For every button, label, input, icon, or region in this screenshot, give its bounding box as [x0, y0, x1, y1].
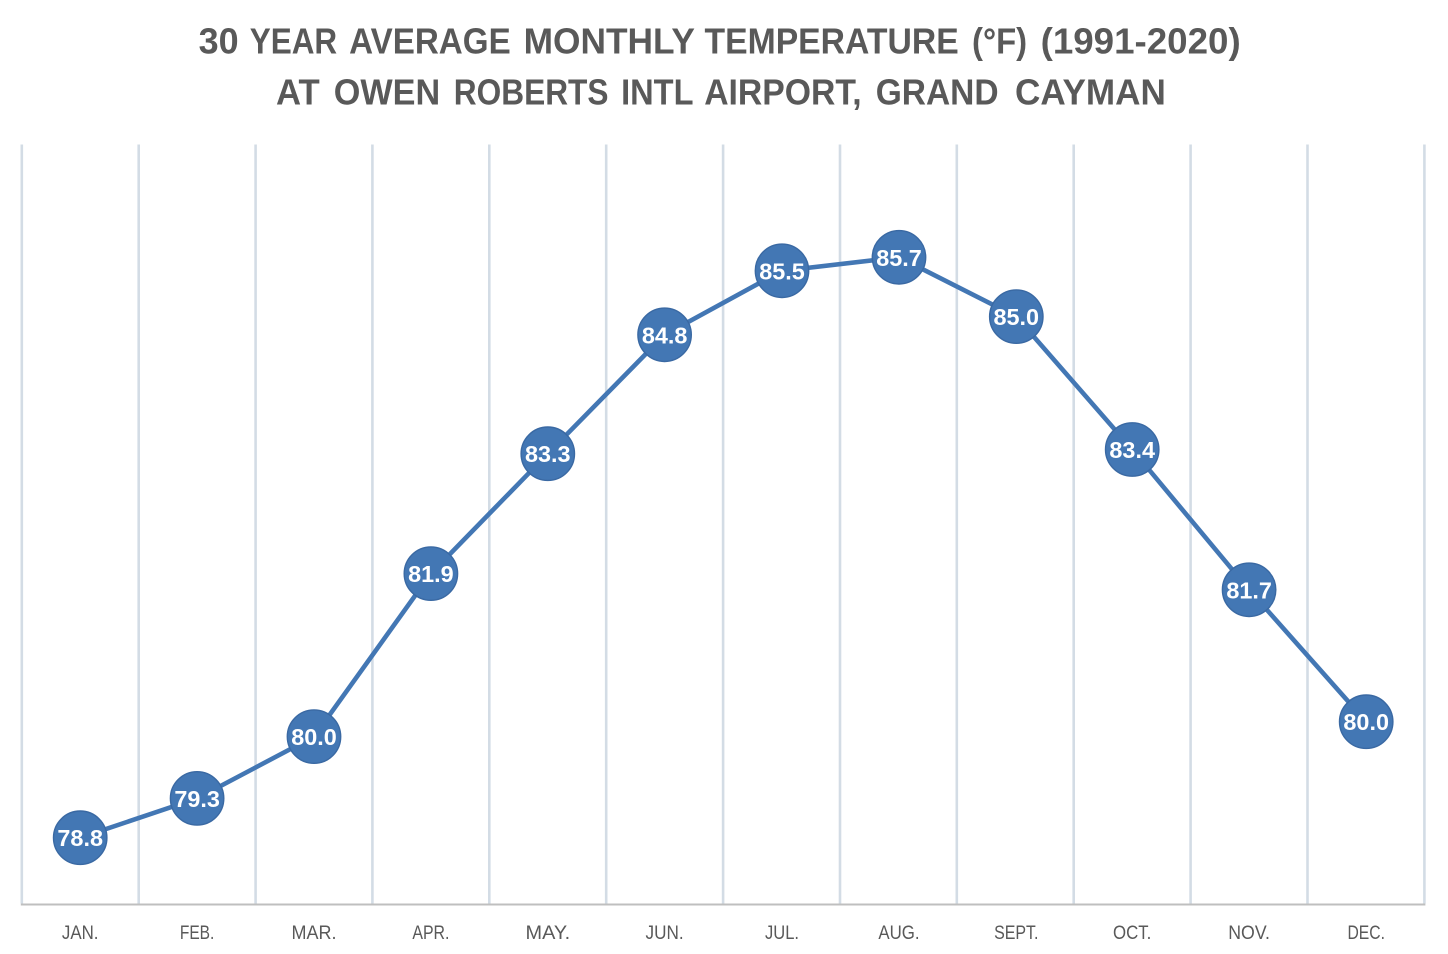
svg-text:FEB.: FEB.: [180, 923, 215, 944]
svg-text:81.7: 81.7: [1226, 577, 1272, 603]
svg-text:79.3: 79.3: [174, 786, 220, 812]
svg-text:JAN.: JAN.: [62, 923, 99, 944]
svg-text:84.8: 84.8: [642, 322, 688, 348]
svg-text:JUN.: JUN.: [646, 923, 684, 944]
svg-text:MAY.: MAY.: [526, 923, 571, 944]
svg-text:YEAR: YEAR: [250, 20, 338, 61]
svg-text:85.0: 85.0: [994, 304, 1040, 330]
svg-text:AT: AT: [276, 72, 320, 113]
svg-text:APR.: APR.: [412, 923, 449, 944]
svg-text:(°F): (°F): [972, 20, 1027, 61]
svg-text:SEPT.: SEPT.: [994, 923, 1038, 944]
svg-text:(1991-2020): (1991-2020): [1041, 20, 1241, 61]
svg-text:80.0: 80.0: [291, 724, 337, 750]
svg-text:ROBERTS: ROBERTS: [454, 72, 609, 113]
svg-text:MAR.: MAR.: [292, 923, 337, 944]
svg-text:CAYMAN: CAYMAN: [1015, 72, 1166, 113]
svg-text:83.3: 83.3: [525, 441, 571, 467]
svg-text:NOV.: NOV.: [1228, 923, 1270, 944]
svg-text:30: 30: [199, 20, 239, 61]
svg-text:GRAND: GRAND: [876, 72, 999, 113]
svg-text:JUL.: JUL.: [765, 923, 799, 944]
svg-text:OWEN: OWEN: [334, 72, 440, 113]
svg-text:85.7: 85.7: [876, 245, 922, 271]
svg-text:TEMPERATURE: TEMPERATURE: [705, 20, 959, 61]
svg-text:AUG.: AUG.: [878, 923, 919, 944]
svg-text:78.8: 78.8: [57, 825, 103, 851]
svg-text:OCT.: OCT.: [1113, 923, 1151, 944]
svg-text:85.5: 85.5: [759, 258, 805, 284]
svg-text:DEC.: DEC.: [1347, 923, 1385, 944]
svg-text:83.4: 83.4: [1109, 437, 1155, 463]
svg-text:INTL: INTL: [621, 72, 693, 113]
svg-text:80.0: 80.0: [1343, 709, 1389, 735]
svg-text:81.9: 81.9: [408, 561, 454, 587]
svg-text:MONTHLY: MONTHLY: [524, 20, 695, 61]
svg-text:AIRPORT,: AIRPORT,: [704, 72, 862, 113]
svg-text:AVERAGE: AVERAGE: [349, 20, 511, 61]
